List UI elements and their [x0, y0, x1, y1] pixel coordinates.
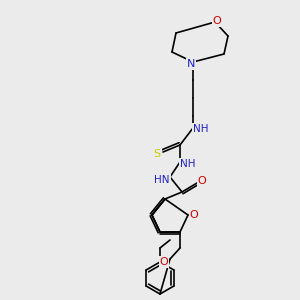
Text: HN: HN [154, 175, 170, 185]
Text: O: O [190, 210, 198, 220]
Text: N: N [187, 59, 195, 69]
Text: O: O [160, 257, 168, 267]
Text: O: O [198, 176, 206, 186]
Text: NH: NH [193, 124, 209, 134]
Text: S: S [153, 149, 161, 159]
Text: O: O [213, 16, 221, 26]
Text: NH: NH [180, 159, 196, 169]
